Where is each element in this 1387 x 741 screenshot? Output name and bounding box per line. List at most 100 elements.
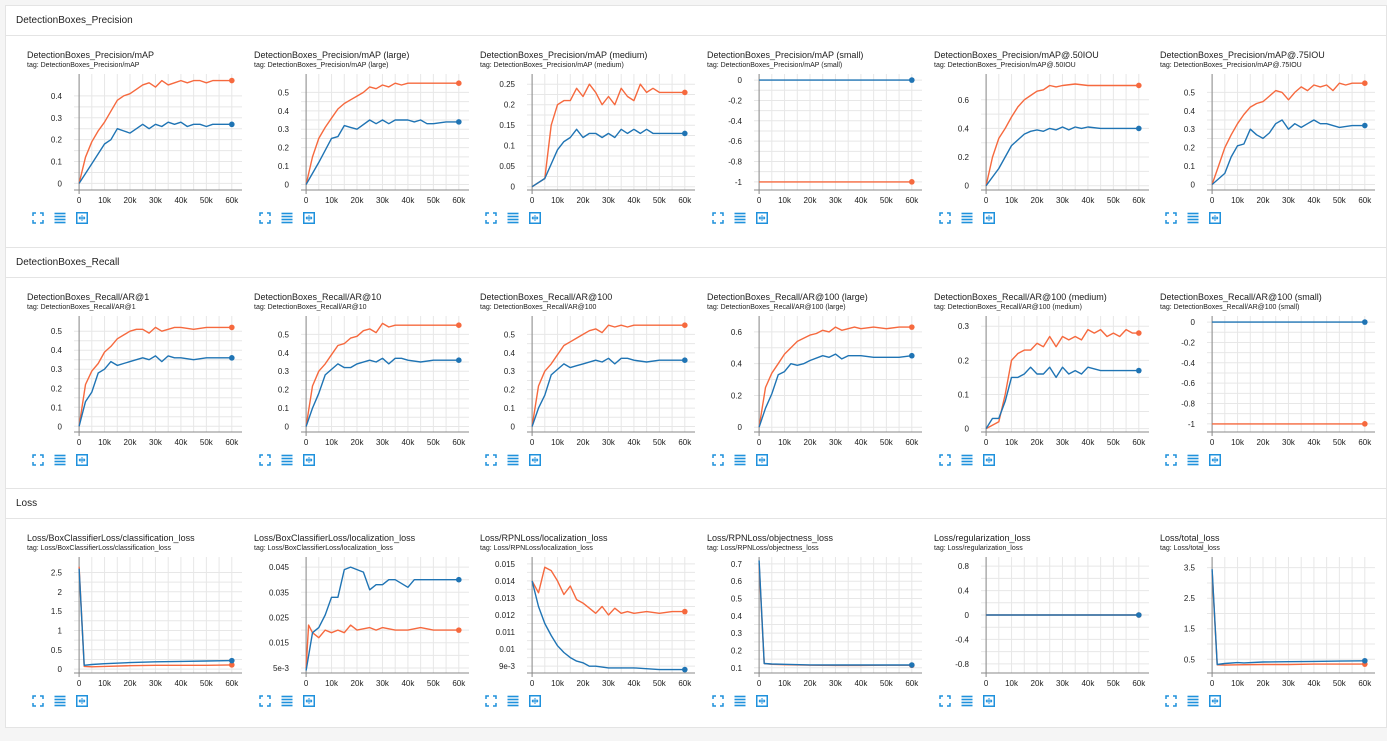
fit-domain-button[interactable] <box>1164 695 1177 707</box>
data-table-button[interactable] <box>960 212 973 224</box>
series-endpoint-blue <box>456 357 462 363</box>
chart-controls <box>484 695 541 707</box>
data-table-button[interactable] <box>280 454 293 466</box>
data-table-button[interactable] <box>506 212 519 224</box>
data-table-button[interactable] <box>1186 695 1199 707</box>
fit-domain-button[interactable] <box>938 454 951 466</box>
fit-domain-button[interactable] <box>258 212 271 224</box>
chart-title: Loss/total_loss <box>1160 533 1220 543</box>
expand-chart-button[interactable] <box>75 454 88 466</box>
section-header[interactable]: DetectionBoxes_Precision <box>6 6 1386 36</box>
line-chart[interactable]: 0 -0.2 -0.4 -0.6 -0.8 -1 0 10k 20k 30k 40k 50k 60k <box>694 72 930 208</box>
x-tick-label: 50k <box>1333 679 1347 688</box>
line-chart[interactable]: 0 0.2 0.4 0.6 0 10k 20k 30k 40k 50k 60k <box>921 72 1157 208</box>
expand-chart-button[interactable] <box>1208 695 1221 707</box>
line-chart[interactable]: 0.8 0.4 0 -0.4 -0.8 0 10k 20k 30k 40k 50k 60k <box>921 555 1157 691</box>
line-chart[interactable]: 0 -0.2 -0.4 -0.6 -0.8 -1 0 10k 20k 30k 40k 50k 60k <box>1147 314 1383 450</box>
expand-chart-button[interactable] <box>528 695 541 707</box>
fit-domain-button[interactable] <box>31 454 44 466</box>
data-table-button[interactable] <box>1186 454 1199 466</box>
chart-tag: tag: DetectionBoxes_Recall/AR@1 <box>27 304 136 311</box>
expand-chart-button[interactable] <box>755 212 768 224</box>
data-table-button[interactable] <box>280 212 293 224</box>
fit-domain-button[interactable] <box>938 695 951 707</box>
y-tick-label: 0.6 <box>731 328 743 337</box>
line-chart[interactable]: 0.1 0.2 0.3 0.4 0.5 0.6 0.7 0 10k 20k 30k 40k 50k 60k <box>694 555 930 691</box>
expand-chart-button[interactable] <box>528 212 541 224</box>
chart-tag: tag: DetectionBoxes_Precision/mAP <box>27 62 140 69</box>
line-chart[interactable]: 9e-3 0.01 0.011 0.012 0.013 0.014 0.015 0 10k 20k… <box>467 555 703 691</box>
data-table-button[interactable] <box>733 695 746 707</box>
expand-chart-button[interactable] <box>1208 454 1221 466</box>
x-tick-label: 20k <box>1031 438 1045 447</box>
series-endpoint-blue <box>909 662 915 668</box>
expand-chart-button[interactable] <box>302 212 315 224</box>
fit-domain-button[interactable] <box>484 695 497 707</box>
chart-card: DetectionBoxes_Recall/AR@1 tag: Detection… <box>14 292 242 472</box>
fit-domain-button[interactable] <box>711 695 724 707</box>
data-table-button[interactable] <box>1186 212 1199 224</box>
expand-chart-button[interactable] <box>982 212 995 224</box>
expand-chart-button[interactable] <box>982 454 995 466</box>
data-table-button[interactable] <box>733 212 746 224</box>
expand-chart-button[interactable] <box>982 695 995 707</box>
fit-domain-button[interactable] <box>711 454 724 466</box>
expand-chart-button[interactable] <box>302 695 315 707</box>
x-tick-label: 30k <box>829 438 843 447</box>
x-tick-label: 20k <box>351 679 365 688</box>
y-tick-label: 0.2 <box>1184 144 1196 153</box>
fit-domain-button[interactable] <box>938 212 951 224</box>
fit-domain-button[interactable] <box>31 695 44 707</box>
expand-chart-button[interactable] <box>528 454 541 466</box>
expand-chart-button[interactable] <box>755 695 768 707</box>
data-table-button[interactable] <box>53 695 66 707</box>
data-table-button[interactable] <box>733 454 746 466</box>
fit-domain-button[interactable] <box>258 695 271 707</box>
y-tick-label: 0.3 <box>504 367 516 376</box>
fit-domain-button[interactable] <box>484 454 497 466</box>
expand-chart-button[interactable] <box>1208 212 1221 224</box>
data-table-button[interactable] <box>960 695 973 707</box>
series-line-blue <box>305 566 459 671</box>
expand-chart-button[interactable] <box>75 212 88 224</box>
expand-chart-button[interactable] <box>755 454 768 466</box>
data-table-button[interactable] <box>53 212 66 224</box>
line-chart[interactable]: 0.5 1.5 2.5 3.5 0 10k 20k 30k 40k 50k 60k <box>1147 555 1383 691</box>
fit-domain-button[interactable] <box>484 212 497 224</box>
data-table-button[interactable] <box>53 454 66 466</box>
fit-domain-button[interactable] <box>1164 454 1177 466</box>
line-chart[interactable]: 0 0.1 0.2 0.3 0.4 0.5 0 10k 20k 30k 40k 50k 60k <box>14 314 250 450</box>
y-tick-label: 0 <box>1191 180 1196 189</box>
fit-domain-button[interactable] <box>711 212 724 224</box>
x-tick-label: 0 <box>757 679 762 688</box>
line-chart[interactable]: 5e-3 0.015 0.025 0.035 0.045 0 10k 20k 30k 40k 50k… <box>241 555 477 691</box>
expand-chart-button[interactable] <box>75 695 88 707</box>
x-tick-label: 0 <box>77 679 82 688</box>
x-tick-label: 60k <box>452 438 466 447</box>
line-chart[interactable]: 0 0.2 0.4 0.6 0 10k 20k 30k 40k 50k 60k <box>694 314 930 450</box>
section-header[interactable]: Loss <box>6 489 1386 519</box>
y-tick-label: 0.012 <box>495 611 516 620</box>
line-chart[interactable]: 0 0.1 0.2 0.3 0.4 0 10k 20k 30k 40k 50k 60k <box>14 72 250 208</box>
line-chart[interactable]: 0 0.5 1 1.5 2 2.5 0 10k 20k 30k 40k 50k 60k <box>14 555 250 691</box>
data-table-button[interactable] <box>960 454 973 466</box>
data-table-button[interactable] <box>506 454 519 466</box>
fit-domain-button[interactable] <box>1164 212 1177 224</box>
fit-domain-button[interactable] <box>258 454 271 466</box>
chart-controls <box>1164 454 1221 466</box>
y-tick-label: 0.4 <box>1184 107 1196 116</box>
line-chart[interactable]: 0 0.1 0.2 0.3 0.4 0.5 0 10k 20k 30k 40k 50k 60k <box>241 72 477 208</box>
x-tick-label: 60k <box>225 438 239 447</box>
line-chart[interactable]: 0 0.1 0.2 0.3 0.4 0.5 0 10k 20k 30k 40k 50k 60k <box>467 314 703 450</box>
line-chart[interactable]: 0 0.1 0.2 0.3 0 10k 20k 30k 40k 50k 60k <box>921 314 1157 450</box>
data-table-button[interactable] <box>506 695 519 707</box>
x-tick-label: 10k <box>778 679 792 688</box>
line-chart[interactable]: 0 0.05 0.1 0.15 0.2 0.25 0 10k 20k 30k 40k 50k 60k <box>467 72 703 208</box>
data-table-button[interactable] <box>280 695 293 707</box>
fit-domain-button[interactable] <box>31 212 44 224</box>
line-chart[interactable]: 0 0.1 0.2 0.3 0.4 0.5 0 10k 20k 30k 40k 50k 60k <box>241 314 477 450</box>
x-tick-label: 0 <box>757 196 762 205</box>
line-chart[interactable]: 0 0.1 0.2 0.3 0.4 0.5 0 10k 20k 30k 40k 50k 60k <box>1147 72 1383 208</box>
section-header[interactable]: DetectionBoxes_Recall <box>6 248 1386 278</box>
expand-chart-button[interactable] <box>302 454 315 466</box>
